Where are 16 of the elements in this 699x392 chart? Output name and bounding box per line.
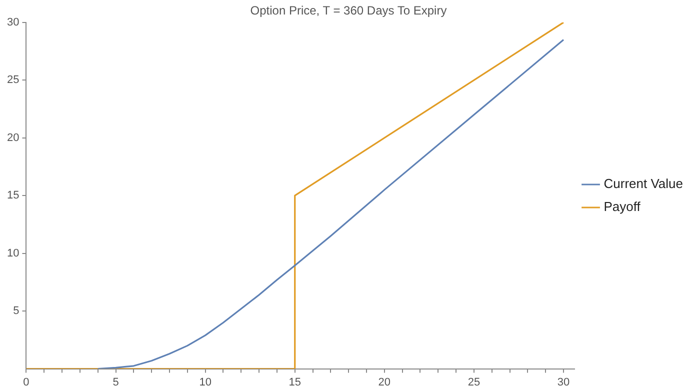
x-tick-label: 0	[23, 376, 30, 388]
x-tick-label: 10	[199, 376, 212, 388]
y-tick-label: 15	[6, 190, 20, 202]
y-tick-label: 20	[6, 132, 20, 144]
x-tick-label: 15	[288, 376, 301, 388]
x-tick-label: 25	[468, 376, 480, 388]
y-tick-label: 10	[6, 247, 20, 260]
chart-title: Option Price, T = 360 Days To Expiry	[250, 4, 447, 18]
x-tick-label: 30	[557, 376, 570, 388]
legend-label: Payoff	[604, 199, 641, 214]
x-tick-label: 5	[112, 376, 119, 388]
y-tick-label: 30	[6, 16, 20, 28]
x-tick-label: 20	[378, 376, 391, 388]
y-tick-label: 5	[13, 305, 20, 318]
legend-label: Current Value	[604, 176, 684, 192]
y-tick-label: 25	[6, 74, 20, 86]
